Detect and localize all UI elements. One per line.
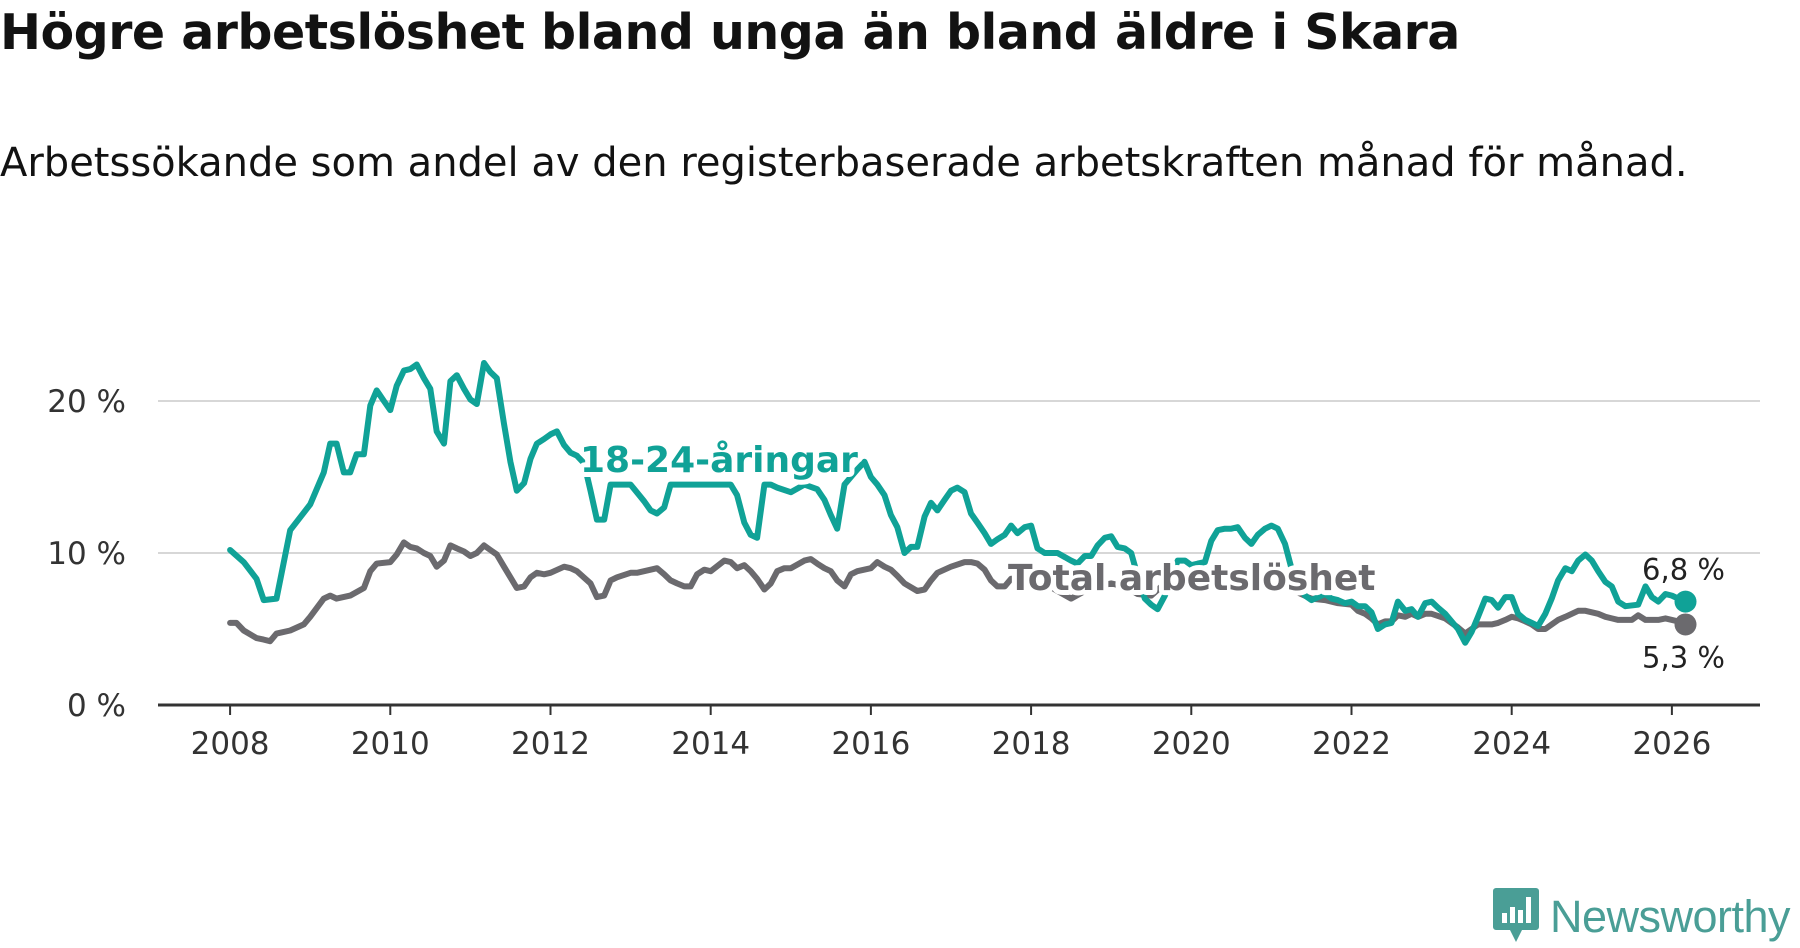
- gridlines: [158, 400, 1760, 554]
- chart-subtitle: Arbetssökande som andel av den registerb…: [0, 140, 1688, 186]
- end-label-total: 5,3 %: [1642, 640, 1725, 674]
- x-tick-label: 2020: [1152, 726, 1231, 762]
- x-axis: 2008 2010 2012 2014 2016 2018 2020 2022 2024 2026: [158, 703, 1760, 762]
- series-label-youth: 18-24-åringar: [580, 440, 858, 481]
- end-label-youth: 6,8 %: [1642, 553, 1725, 587]
- x-tick-label: 2008: [191, 726, 270, 762]
- series-lines: [227, 360, 1697, 646]
- newsworthy-wordmark: Newsworthy: [1550, 891, 1791, 942]
- x-tick-label: 2022: [1312, 726, 1391, 762]
- chart-title: Högre arbetslöshet bland unga än bland ä…: [0, 4, 1460, 61]
- series-label-total: Total arbetslöshet: [1008, 558, 1376, 599]
- series-line-total: [227, 539, 1689, 645]
- x-tick-label: 2010: [351, 726, 430, 762]
- newsworthy-brand: Newsworthy: [1492, 886, 1791, 948]
- end-marker-youth: [1674, 590, 1697, 613]
- x-tick-label: 2016: [831, 726, 910, 762]
- series-line-youth: [227, 360, 1689, 646]
- x-tick-label: 2012: [511, 726, 590, 762]
- y-tick-label: 10 %: [47, 536, 126, 572]
- x-tick-label: 2024: [1472, 726, 1551, 762]
- series-labels: 6,8 % 5,3 % 18-24-åringar Total arbetslöshe…: [575, 435, 1728, 677]
- end-marker-total: [1674, 613, 1697, 636]
- y-axis: 0 % 10 % 20 %: [47, 384, 126, 724]
- y-tick-label: 0 %: [67, 688, 126, 724]
- x-tick-label: 2014: [671, 726, 750, 762]
- x-tick-label: 2026: [1632, 726, 1711, 762]
- newsworthy-logo-icon: [1492, 886, 1540, 948]
- y-tick-label: 20 %: [47, 384, 126, 420]
- x-tick-label: 2018: [992, 726, 1071, 762]
